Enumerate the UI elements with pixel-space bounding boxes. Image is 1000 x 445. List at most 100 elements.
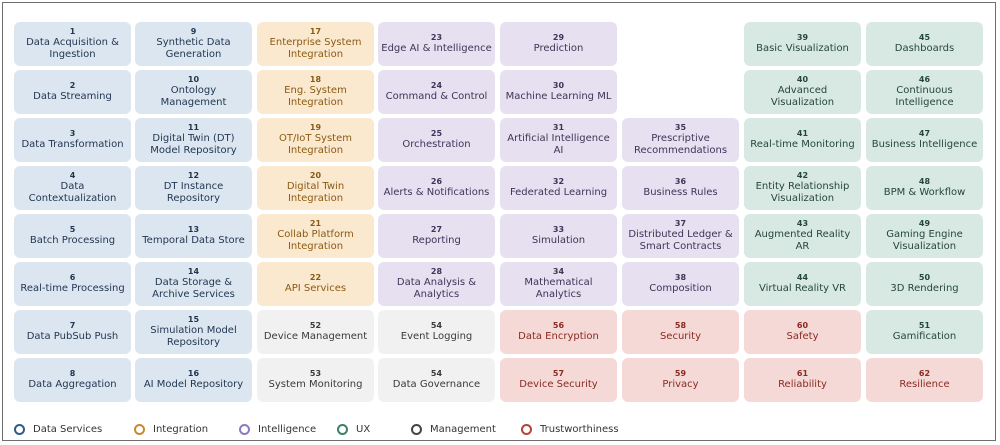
capability-cell-c49: 49 Gaming Engine Visualization — [866, 214, 983, 258]
capability-number: 6 — [69, 272, 76, 282]
capability-label: Data Analysis & Analytics — [396, 276, 477, 301]
capability-cell-c32: 32 Federated Learning — [500, 166, 617, 210]
capability-label: AI Model Repository — [143, 378, 244, 390]
capability-cell-c26: 26 Alerts & Notifications — [378, 166, 495, 210]
capability-number: 47 — [918, 128, 931, 138]
capability-number: 59 — [674, 368, 687, 378]
capability-number: 26 — [430, 176, 443, 186]
capability-number: 38 — [674, 272, 687, 282]
capability-label: Enterprise System Integration — [269, 36, 362, 61]
capability-number: 20 — [309, 170, 322, 180]
capability-label: OT/IoT System Integration — [279, 132, 352, 157]
capability-number: 8 — [69, 368, 76, 378]
capability-number: 40 — [796, 74, 809, 84]
capability-cell-c9: 9 Synthetic Data Generation — [135, 22, 252, 66]
capability-label: DT Instance Repository — [163, 180, 224, 205]
capability-label: Edge AI & Intelligence — [381, 42, 492, 54]
capability-cell-c4: 4 Data Contextualization — [14, 166, 131, 210]
capability-label: Command & Control — [385, 90, 488, 102]
capability-label: Security — [659, 330, 702, 342]
capability-number: 39 — [796, 32, 809, 42]
capability-cell-c62: 62 Resilience — [866, 358, 983, 402]
capability-number: 1 — [69, 26, 76, 36]
capability-number: 18 — [309, 74, 322, 84]
capability-number: 43 — [796, 218, 809, 228]
capability-cell-c57: 57 Device Security — [500, 358, 617, 402]
capability-label: Dashboards — [894, 42, 955, 54]
capability-cell-c53: 53 System Monitoring — [257, 358, 374, 402]
capability-label: BPM & Workflow — [883, 186, 966, 198]
capability-number: 60 — [796, 320, 809, 330]
capability-label: Mathematical Analytics — [524, 276, 593, 301]
legend-ring-icon — [134, 423, 145, 435]
capability-label: Prediction — [533, 42, 584, 54]
capability-cell-c38: 38 Composition — [622, 262, 739, 306]
capability-number: 61 — [796, 368, 809, 378]
capability-number: 17 — [309, 26, 322, 36]
capability-label: Data Streaming — [33, 90, 112, 102]
capability-cell-c13: 13 Temporal Data Store — [135, 214, 252, 258]
capability-label: Ontology Management — [160, 84, 227, 109]
capability-label: Machine Learning ML — [505, 90, 612, 102]
capability-number: 41 — [796, 128, 809, 138]
legend-item: Trustworthiness — [521, 423, 631, 435]
capability-label: Data Acquisition & Ingestion — [26, 36, 119, 61]
capability-number: 32 — [552, 176, 565, 186]
capability-cell-c30: 30 Machine Learning ML — [500, 70, 617, 114]
capability-label: Artificial Intelligence AI — [507, 132, 610, 157]
capability-label: Data Governance — [392, 378, 481, 390]
capability-number: 29 — [552, 32, 565, 42]
capability-number: 52 — [309, 320, 322, 330]
capability-cell-c37: 37 Distributed Ledger & Smart Contracts — [622, 214, 739, 258]
capability-number: 56 — [552, 320, 565, 330]
capability-label: API Services — [284, 282, 347, 294]
capability-label: Data Encryption — [518, 330, 599, 342]
capability-label: Gamification — [892, 330, 957, 342]
capability-cell-c33: 33 Simulation — [500, 214, 617, 258]
capability-cell-c27: 27 Reporting — [378, 214, 495, 258]
capability-number: 57 — [552, 368, 565, 378]
capability-cell-c47: 47 Business Intelligence — [866, 118, 983, 162]
legend: Data Services Integration Intelligence UX Ma… — [14, 421, 631, 437]
capability-label: Data Aggregation — [28, 378, 117, 390]
capability-number: 33 — [552, 224, 565, 234]
capability-label: Digital Twin (DT) Model Repository — [150, 132, 237, 157]
capability-number: 42 — [796, 170, 809, 180]
legend-ring-icon — [14, 423, 25, 435]
capability-number: 62 — [918, 368, 931, 378]
capability-cell-c42: 42 Entity Relationship Visualization — [744, 166, 861, 210]
capability-cell-c5: 5 Batch Processing — [14, 214, 131, 258]
capability-cell-c52a: 52 Device Management — [257, 310, 374, 354]
capability-cell-c10: 10 Ontology Management — [135, 70, 252, 114]
capability-cell-c28: 28 Data Analysis & Analytics — [378, 262, 495, 306]
capability-number: 14 — [187, 266, 200, 276]
capability-number: 22 — [309, 272, 322, 282]
capability-label: Data Contextualization — [28, 180, 117, 205]
capability-label: Data Storage & Archive Services — [152, 276, 235, 301]
capability-label: Resilience — [899, 378, 950, 390]
legend-ring-icon — [521, 423, 532, 435]
capability-label: Batch Processing — [29, 234, 116, 246]
legend-label: Integration — [153, 423, 209, 435]
capability-number: 12 — [187, 170, 200, 180]
capability-label: Data PubSub Push — [26, 330, 119, 342]
capability-label: Device Security — [519, 378, 598, 390]
capability-cell-c45: 45 Dashboards — [866, 22, 983, 66]
capability-label: Alerts & Notifications — [383, 186, 490, 198]
capability-label: Real-time Monitoring — [750, 138, 855, 150]
legend-item: Management — [411, 423, 521, 435]
capability-cell-c1: 1 Data Acquisition & Ingestion — [14, 22, 131, 66]
capability-number: 50 — [918, 272, 931, 282]
capability-number: 45 — [918, 32, 931, 42]
capability-cell-c46: 46 Continuous Intelligence — [866, 70, 983, 114]
capability-label: Eng. System Integration — [284, 84, 347, 109]
capability-number: 16 — [187, 368, 200, 378]
capability-number: 19 — [309, 122, 322, 132]
legend-label: Management — [430, 423, 496, 435]
capability-number: 9 — [190, 26, 197, 36]
capability-cell-c59: 59 Privacy — [622, 358, 739, 402]
legend-label: Data Services — [33, 423, 103, 435]
capability-number: 58 — [674, 320, 687, 330]
capability-label: Event Logging — [400, 330, 473, 342]
capability-number: 24 — [430, 80, 443, 90]
